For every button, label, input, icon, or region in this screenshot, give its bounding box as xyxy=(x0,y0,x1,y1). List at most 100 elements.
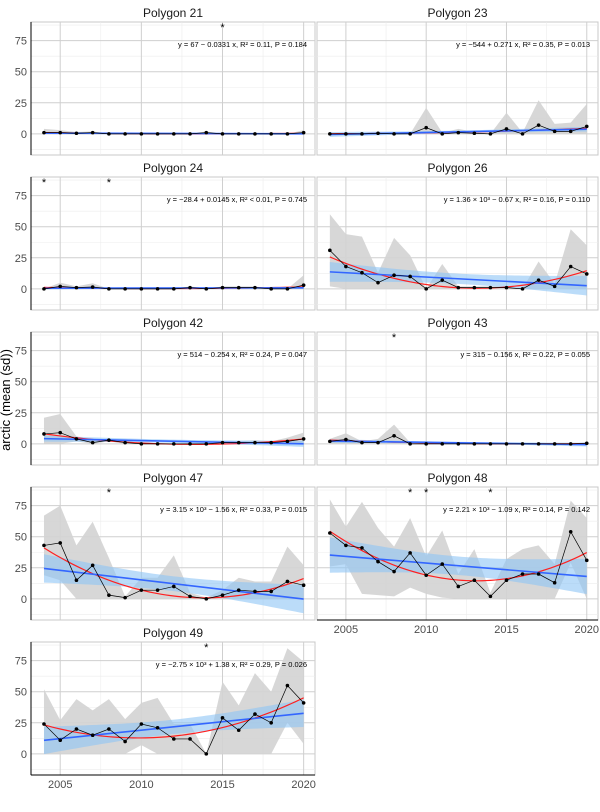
data-point xyxy=(139,442,144,446)
data-point xyxy=(42,722,46,726)
data-point xyxy=(253,285,257,290)
data-point xyxy=(172,442,176,446)
data-point xyxy=(42,432,46,436)
data-point xyxy=(456,285,461,290)
panel-polygon-42: y = 514 − 0.254 x, R² = 0.24, P = 0.047 P… xyxy=(15,316,316,466)
y-tick-label: 75 xyxy=(15,346,27,358)
data-point xyxy=(58,541,63,545)
data-point xyxy=(236,132,241,136)
data-point xyxy=(408,442,412,446)
data-point xyxy=(139,588,144,592)
data-point xyxy=(360,546,364,550)
data-point xyxy=(220,132,225,136)
data-point xyxy=(328,132,332,136)
data-point xyxy=(440,442,445,446)
data-point xyxy=(107,593,111,597)
data-point xyxy=(360,440,364,445)
data-point xyxy=(269,287,273,291)
data-point xyxy=(123,440,127,445)
x-tick-label: 2015 xyxy=(494,624,518,636)
significance-star: * xyxy=(42,177,47,189)
y-tick-label: 75 xyxy=(15,191,27,203)
data-point xyxy=(236,588,241,592)
significance-star: * xyxy=(488,487,493,499)
panel-polygon-47: * y = 3.15 × 10³ − 1.56 x, R² = 0.33, P =… xyxy=(15,471,316,621)
data-point xyxy=(472,578,477,583)
data-point xyxy=(74,131,79,136)
x-tick-label: 2020 xyxy=(575,624,599,636)
data-point xyxy=(42,287,46,291)
panel-polygon-48: * * * y = 2.21 × 10³ − 1.09 x, R² = 0.14, P… xyxy=(316,471,599,636)
data-point xyxy=(253,132,257,136)
linear-fit-line xyxy=(43,712,304,742)
y-tick-label: 25 xyxy=(15,98,27,110)
data-point xyxy=(568,129,573,134)
data-point xyxy=(74,437,79,441)
data-point xyxy=(536,123,541,127)
equation-label: y = 2.21 × 10³ − 1.09 x, R² = 0.14, P = … xyxy=(443,505,590,514)
data-point xyxy=(107,438,111,442)
data-point xyxy=(172,584,176,589)
data-point xyxy=(472,131,477,136)
data-point xyxy=(568,529,573,534)
data-point xyxy=(123,287,127,291)
data-point xyxy=(520,287,525,291)
significance-star: * xyxy=(107,177,112,189)
panel-title: Polygon 21 xyxy=(143,6,203,20)
y-tick-label: 0 xyxy=(21,749,27,761)
data-point xyxy=(504,578,509,583)
data-point xyxy=(344,437,348,442)
data-point xyxy=(90,285,95,289)
y-tick-label: 50 xyxy=(15,687,27,699)
data-point xyxy=(301,701,306,705)
panel-title: Polygon 23 xyxy=(427,6,487,20)
x-tick-label: 2010 xyxy=(129,779,153,791)
y-tick-label: 0 xyxy=(21,129,27,141)
y-tick-label: 25 xyxy=(15,563,27,575)
data-point xyxy=(285,287,290,291)
panel-polygon-24: * * y = −28.4 + 0.0145 x, R² < 0.01, P = 0… xyxy=(15,161,316,311)
panel-polygon-43: * y = 315 − 0.156 x, R² = 0.22, P = 0.055… xyxy=(316,316,599,466)
data-point xyxy=(253,712,257,716)
data-point xyxy=(536,572,541,576)
data-point xyxy=(456,130,461,135)
data-point xyxy=(488,442,493,446)
data-point xyxy=(269,720,273,725)
data-point xyxy=(107,287,111,291)
data-point xyxy=(123,595,127,600)
data-point xyxy=(90,130,95,135)
data-point xyxy=(424,287,428,291)
panel-title: Polygon 26 xyxy=(427,161,487,175)
panel-title: Polygon 48 xyxy=(427,471,487,485)
data-point xyxy=(328,248,332,253)
data-point xyxy=(536,442,541,446)
data-point xyxy=(74,285,79,290)
data-point xyxy=(204,287,209,291)
data-point xyxy=(253,440,257,445)
data-point xyxy=(376,280,380,285)
significance-star: * xyxy=(408,487,413,499)
y-axis-label: arctic (mean (sd)) xyxy=(0,349,13,451)
data-point xyxy=(220,440,225,445)
data-point xyxy=(220,285,225,290)
data-point xyxy=(301,583,306,587)
data-point xyxy=(328,439,332,444)
data-point xyxy=(220,593,225,597)
y-tick-label: 50 xyxy=(15,67,27,79)
data-point xyxy=(188,442,192,446)
linear-fit-line xyxy=(329,554,587,578)
smooth-curve xyxy=(329,530,588,582)
data-point xyxy=(344,132,348,136)
data-point xyxy=(155,725,160,730)
data-point xyxy=(520,132,525,136)
panel-title: Polygon 43 xyxy=(427,316,487,330)
equation-label: y = 514 − 0.254 x, R² = 0.24, P = 0.047 xyxy=(177,350,307,359)
data-point xyxy=(424,573,428,578)
data-point xyxy=(172,287,176,291)
equation-label: y = −544 + 0.271 x, R² = 0.35, P = 0.013 xyxy=(456,40,590,49)
data-point xyxy=(42,543,46,548)
y-tick-label: 50 xyxy=(15,532,27,544)
data-point xyxy=(424,125,428,130)
data-point xyxy=(236,440,241,445)
plot-layer xyxy=(42,128,306,136)
